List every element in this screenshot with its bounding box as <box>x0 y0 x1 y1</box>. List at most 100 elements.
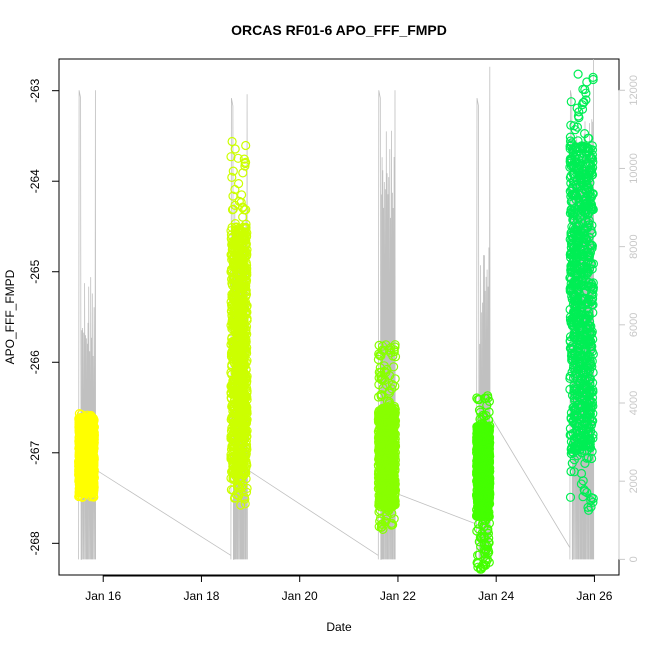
data-point <box>473 550 483 560</box>
data-point <box>374 466 384 476</box>
data-point <box>375 350 385 360</box>
data-point <box>484 485 494 495</box>
data-point <box>475 564 485 574</box>
data-point <box>236 500 246 510</box>
data-point <box>230 144 240 154</box>
data-point <box>581 88 591 98</box>
data-point <box>570 203 580 213</box>
data-point <box>576 395 587 405</box>
data-point <box>382 447 392 457</box>
data-point <box>227 136 237 147</box>
data-point <box>389 414 399 424</box>
data-point <box>228 204 238 214</box>
data-point <box>228 474 239 484</box>
data-point <box>581 194 591 204</box>
data-point <box>567 458 577 468</box>
data-point <box>230 381 240 391</box>
data-point <box>83 428 93 438</box>
data-point <box>241 157 251 167</box>
data-point <box>87 459 97 469</box>
data-point <box>234 394 244 404</box>
data-point <box>575 320 585 330</box>
data-point <box>570 331 581 342</box>
data-point <box>474 491 484 502</box>
data-point <box>581 387 592 397</box>
data-point <box>481 455 491 465</box>
data-point <box>226 152 236 162</box>
data-point <box>472 435 482 445</box>
x-tick-label: Jan 20 <box>282 589 318 603</box>
data-point <box>479 436 489 446</box>
x-tick-label: Jan 24 <box>478 589 514 603</box>
data-point <box>233 153 243 163</box>
data-point <box>572 236 582 246</box>
data-point <box>576 280 586 290</box>
altitude-ferry-line <box>246 469 379 556</box>
data-point <box>588 493 598 504</box>
data-point <box>586 279 596 289</box>
data-point <box>376 455 386 465</box>
data-point <box>565 158 576 168</box>
data-point <box>387 493 397 503</box>
data-point <box>229 315 239 326</box>
data-point <box>483 391 493 401</box>
data-point <box>587 154 598 164</box>
data-point <box>89 471 99 481</box>
x-tick-label: Jan 22 <box>380 589 416 603</box>
data-point <box>228 447 238 457</box>
data-point <box>228 442 238 452</box>
data-point <box>230 431 240 442</box>
data-point <box>240 452 250 462</box>
y-tick-label: -268 <box>28 531 42 555</box>
data-point <box>233 314 243 324</box>
data-point <box>231 364 241 374</box>
data-point <box>584 133 594 143</box>
data-point <box>87 426 97 436</box>
data-point <box>226 454 236 464</box>
data-point <box>228 238 238 248</box>
data-point <box>378 404 389 415</box>
data-point <box>483 548 493 559</box>
data-point <box>479 501 489 512</box>
y2-tick-label: 6000 <box>628 313 640 337</box>
data-point <box>235 277 245 287</box>
x-axis-label: Date <box>326 620 352 634</box>
data-point <box>229 262 239 272</box>
data-point <box>241 291 251 301</box>
data-point <box>390 405 400 415</box>
x-axis: Jan 16 Jan 18 Jan 20 Jan 22 Jan 24 Jan 26 <box>85 575 613 603</box>
series-flight-5 <box>565 69 599 515</box>
data-point <box>570 258 580 268</box>
data-point <box>375 502 385 512</box>
data-point <box>474 474 484 484</box>
y2-tick-label: 12000 <box>628 75 640 106</box>
data-point <box>570 152 580 162</box>
data-point <box>579 97 589 107</box>
data-point <box>238 465 248 475</box>
data-point <box>374 340 384 350</box>
data-point <box>226 226 236 236</box>
data-point <box>237 432 247 442</box>
data-point <box>75 462 86 472</box>
data-point <box>241 247 251 257</box>
data-point <box>228 191 238 201</box>
data-point <box>229 268 239 278</box>
data-point <box>569 360 579 370</box>
data-point <box>229 375 239 385</box>
data-point <box>582 439 593 449</box>
data-point <box>481 469 491 479</box>
data-point <box>386 343 396 353</box>
data-point <box>478 463 488 473</box>
data-point <box>580 458 590 468</box>
data-point <box>77 420 87 430</box>
data-point <box>569 145 580 155</box>
data-point <box>227 351 237 361</box>
altitude-layer <box>78 58 595 560</box>
data-point <box>574 430 584 440</box>
data-point <box>88 417 99 428</box>
data-point <box>230 348 240 358</box>
data-point <box>382 396 393 406</box>
data-point <box>586 202 596 212</box>
data-point <box>241 241 251 251</box>
